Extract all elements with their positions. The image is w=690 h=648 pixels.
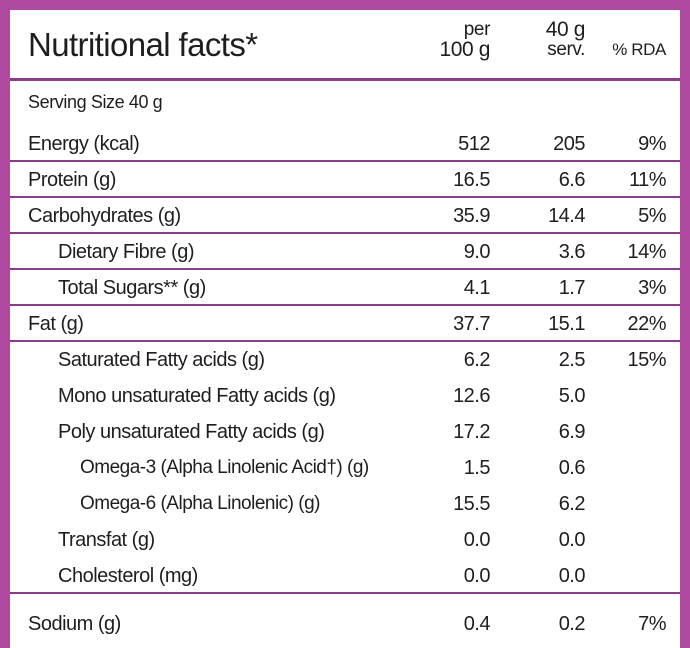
serving-size-label: Serving Size 40 g [28,92,163,112]
row-label: Sodium (g) [28,613,121,635]
row-label: Cholesterol (mg) [58,565,198,587]
value-per-serving: 1.7 [558,277,586,299]
table-row: Transfat (g) 0.0 0.0 [10,522,680,558]
value-rda: 7% [638,613,666,635]
value-per-serving: 2.5 [558,349,586,371]
value-per-100g: 512 [458,133,490,155]
value-rda: 11% [628,169,667,191]
value-rda: 3% [638,277,666,299]
value-rda: 22% [627,313,666,335]
value-per-100g: 6.2 [463,349,491,371]
value-per-100g: 4.1 [463,277,491,299]
column-header-per-100g-line1: per [463,19,491,40]
table-header: Nutritional facts* per 100 g 40 g serv. … [10,10,680,81]
column-header-per-100g-line2: 100 g [439,38,490,61]
row-label: Poly unsaturated Fatty acids (g) [58,421,325,443]
value-per-100g: 1.5 [463,457,491,479]
value-per-100g: 17.2 [453,421,490,443]
value-per-serving: 6.6 [558,169,586,191]
table-row: Protein (g) 16.5 6.6 11% [10,162,680,198]
value-per-serving: 0.0 [558,529,586,551]
value-per-100g: 9.0 [463,241,491,263]
value-per-serving: 0.6 [558,457,586,479]
value-per-100g: 12.6 [453,385,490,407]
table-row: Total Sugars** (g) 4.1 1.7 3% [10,270,680,306]
table-row: Saturated Fatty acids (g) 6.2 2.5 15% [10,342,680,378]
row-label: Dietary Fibre (g) [58,241,194,263]
column-header-serving: 40 g serv. [545,18,586,60]
row-label: Carbohydrates (g) [28,205,181,227]
column-header-rda: % RDA [612,40,666,59]
row-label: Mono unsaturated Fatty acids (g) [58,385,336,407]
row-label: Transfat (g) [58,529,155,551]
row-label: Fat (g) [28,313,84,335]
value-rda: 5% [638,205,666,227]
table-row: Sodium (g) 0.4 0.2 7% [10,606,680,642]
value-per-serving: 6.9 [558,421,586,443]
column-header-per-100g: per 100 g [439,19,491,61]
value-per-100g: 0.0 [463,529,491,551]
row-label: Omega-3 (Alpha Linolenic Acid†) (g) [80,457,369,478]
row-label: Protein (g) [28,169,116,191]
nutrition-facts-panel: Nutritional facts* per 100 g 40 g serv. … [10,10,680,648]
value-per-serving: 5.0 [558,385,586,407]
value-per-serving: 15.1 [548,313,585,335]
table-row: Energy (kcal) 512 205 9% [10,126,680,162]
table-row: Mono unsaturated Fatty acids (g) 12.6 5.… [10,378,680,414]
table-row: Omega-3 (Alpha Linolenic Acid†) (g) 1.5 … [10,450,680,486]
value-rda: 15% [627,349,666,371]
column-header-serving-line1: 40 g [545,18,586,41]
value-per-100g: 0.4 [463,613,491,635]
value-per-100g: 16.5 [453,169,490,191]
table-row: Poly unsaturated Fatty acids (g) 17.2 6.… [10,414,680,450]
page-title: Nutritional facts* [28,26,258,63]
value-rda: 9% [638,133,666,155]
table-row: Cholesterol (mg) 0.0 0.0 [10,558,680,594]
table-row: Omega-6 (Alpha Linolenic) (g) 15.5 6.2 [10,486,680,522]
value-per-serving: 3.6 [558,241,586,263]
row-label: Omega-6 (Alpha Linolenic) (g) [80,493,321,514]
table-row: Fat (g) 37.7 15.1 22% [10,306,680,342]
value-per-serving: 14.4 [548,205,585,227]
value-per-100g: 35.9 [453,205,490,227]
row-label: Energy (kcal) [28,133,140,155]
value-per-serving: 0.0 [558,565,586,587]
row-label: Saturated Fatty acids (g) [58,349,265,371]
value-per-serving: 0.2 [558,613,586,635]
value-per-100g: 15.5 [453,493,490,515]
value-rda: 14% [627,241,666,263]
table-row: Dietary Fibre (g) 9.0 3.6 14% [10,234,680,270]
column-header-serving-line2: serv. [547,39,585,60]
value-per-100g: 37.7 [453,313,490,335]
value-per-serving: 6.2 [558,493,586,515]
value-per-serving: 205 [553,133,585,155]
row-label: Total Sugars** (g) [58,277,206,299]
value-per-100g: 0.0 [463,565,491,587]
table-row: Carbohydrates (g) 35.9 14.4 5% [10,198,680,234]
